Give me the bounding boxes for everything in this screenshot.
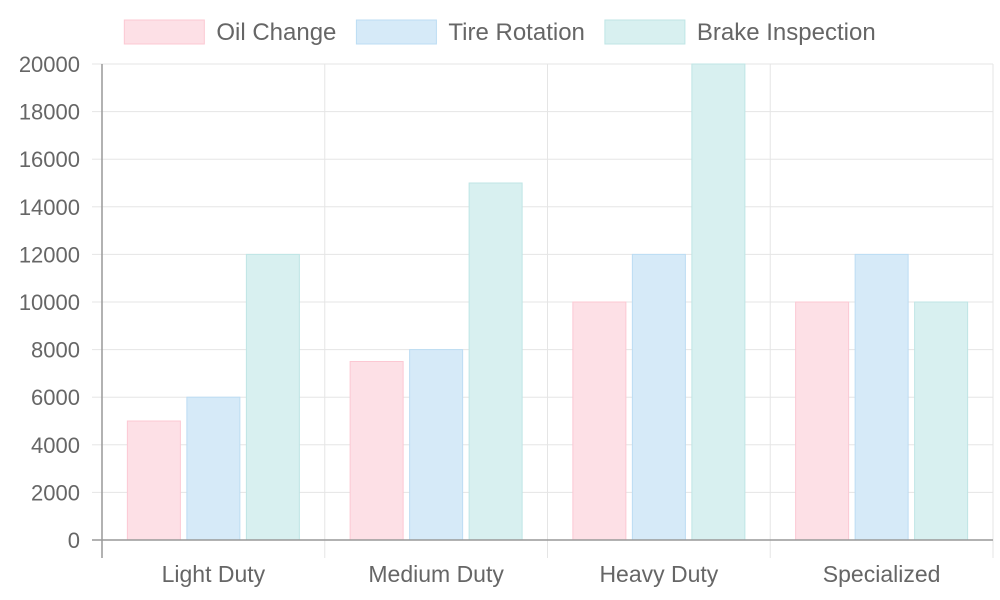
legend-swatch[interactable] <box>123 19 205 45</box>
bar-tire-rotation <box>854 253 909 541</box>
y-tick-label: 6000 <box>31 385 80 410</box>
bar-tire-rotation <box>631 253 686 541</box>
y-tick-label: 12000 <box>19 242 80 267</box>
y-tick-label: 18000 <box>19 100 80 125</box>
bar-brake-inspection <box>914 301 969 541</box>
y-tick-label: 20000 <box>19 52 80 77</box>
x-axis-ticks: Light Duty Medium Duty Heavy Duty Specializ… <box>162 561 941 587</box>
legend-swatch[interactable] <box>355 19 437 45</box>
legend-label: Oil Change <box>216 19 336 46</box>
y-tick-label: 10000 <box>19 290 80 315</box>
bar-brake-inspection <box>245 253 300 541</box>
legend-swatch[interactable] <box>604 19 686 45</box>
x-tick-label: Heavy Duty <box>599 561 718 587</box>
y-tick-label: 16000 <box>19 147 80 172</box>
bars <box>126 63 969 541</box>
legend: Oil Change Tire Rotation Brake Inspection <box>123 19 876 46</box>
y-tick-label: 14000 <box>19 195 80 220</box>
x-tick-label: Medium Duty <box>368 561 504 587</box>
bar-tire-rotation <box>409 349 464 541</box>
y-axis-ticks: 0 2000 4000 6000 8000 10000 12000 14000 16000 180… <box>19 52 80 553</box>
bar-tire-rotation <box>186 396 241 541</box>
y-tick-label: 4000 <box>31 433 80 458</box>
axes <box>92 64 993 558</box>
x-tick-label: Specialized <box>823 561 941 587</box>
legend-label: Brake Inspection <box>697 19 876 46</box>
y-tick-label: 8000 <box>31 338 80 363</box>
bar-brake-inspection <box>468 182 523 541</box>
bar-oil-change <box>349 361 404 541</box>
bar-oil-change <box>795 301 850 541</box>
bar-oil-change <box>572 301 627 541</box>
x-tick-label: Light Duty <box>162 561 266 587</box>
y-tick-label: 0 <box>68 528 80 553</box>
y-tick-label: 2000 <box>31 480 80 505</box>
bar-oil-change <box>126 420 181 541</box>
legend-label: Tire Rotation <box>448 19 585 46</box>
bar-brake-inspection <box>691 63 746 541</box>
